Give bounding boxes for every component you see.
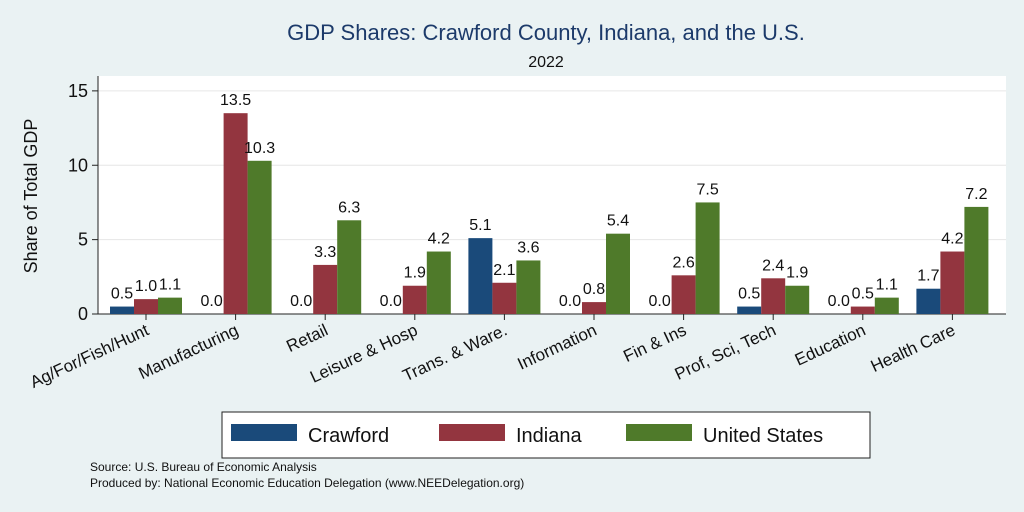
- bar-united-states: [964, 206, 989, 314]
- data-label: 6.3: [338, 199, 360, 216]
- data-label: 0.5: [738, 286, 760, 303]
- legend-swatch: [626, 424, 692, 441]
- category-label: Education: [792, 320, 869, 369]
- bar-united-states: [516, 260, 541, 314]
- bar-crawford: [737, 306, 762, 314]
- data-label: 0.5: [111, 286, 133, 303]
- data-label: 1.0: [135, 278, 157, 295]
- chart-title: GDP Shares: Crawford County, Indiana, an…: [287, 20, 805, 45]
- data-label: 4.2: [428, 231, 450, 248]
- legend-box: [221, 411, 871, 459]
- bar-indiana: [492, 282, 517, 314]
- y-axis-label: Share of Total GDP: [21, 119, 41, 274]
- data-label: 7.2: [965, 186, 987, 203]
- bar-indiana: [582, 302, 606, 314]
- bar-indiana: [223, 113, 248, 314]
- bar-united-states: [874, 297, 899, 314]
- data-label: 0.0: [200, 293, 222, 310]
- bar-crawford: [916, 288, 941, 314]
- data-label: 0.0: [828, 293, 850, 310]
- bar-united-states: [785, 285, 810, 314]
- bar-united-states: [158, 297, 182, 314]
- bar-indiana: [313, 264, 338, 314]
- legend-swatch: [439, 424, 505, 441]
- data-label: 0.0: [648, 293, 670, 310]
- y-tick-label: 15: [68, 81, 88, 101]
- bar-united-states: [695, 202, 720, 314]
- bar-united-states: [247, 160, 272, 314]
- legend: Crawford Indiana United States: [221, 411, 871, 459]
- y-tick-label: 5: [78, 230, 88, 250]
- y-ticks: 0 5 10 15: [68, 81, 98, 324]
- data-label: 5.4: [607, 213, 629, 230]
- y-tick-label: 0: [78, 304, 88, 324]
- y-tick-label: 10: [68, 155, 88, 175]
- data-label: 0.0: [559, 293, 581, 310]
- legend-swatch: [231, 424, 297, 441]
- data-label: 1.9: [786, 265, 808, 282]
- legend-item: United States: [626, 424, 823, 447]
- bar-indiana: [761, 278, 786, 314]
- data-label: 2.6: [672, 254, 694, 271]
- category-label: Manufacturing: [136, 320, 242, 383]
- category-label: Prof, Sci, Tech: [672, 320, 779, 383]
- data-label: 7.5: [696, 181, 718, 198]
- data-label: 0.5: [852, 286, 874, 303]
- bar-indiana: [850, 306, 875, 314]
- data-label: 0.0: [290, 293, 312, 310]
- data-label: 10.3: [244, 140, 275, 157]
- data-labels: 0.5 1.0 1.10.013.510.30.03.36.30.01.94.25.…: [111, 92, 988, 310]
- data-label: 1.7: [917, 268, 939, 285]
- bar-united-states: [606, 233, 630, 314]
- bar-crawford: [110, 306, 134, 314]
- bars: [110, 113, 989, 314]
- bar-indiana: [402, 285, 427, 314]
- data-label: 3.3: [314, 244, 336, 261]
- bar-indiana: [671, 275, 696, 314]
- legend-label: Indiana: [516, 425, 582, 447]
- category-label: Health Care: [868, 320, 958, 376]
- legend-item: Crawford: [231, 424, 389, 447]
- data-label: 0.8: [583, 281, 605, 298]
- data-label: 2.1: [493, 262, 515, 279]
- data-label: 13.5: [220, 92, 251, 109]
- data-label: 2.4: [762, 257, 784, 274]
- bar-indiana: [940, 251, 965, 314]
- data-label: 1.1: [876, 277, 898, 294]
- bar-indiana: [134, 299, 158, 314]
- legend-label: Crawford: [308, 425, 389, 447]
- legend-item: Indiana: [439, 424, 582, 447]
- bar-united-states: [337, 220, 362, 314]
- category-label: Retail: [283, 320, 330, 356]
- chart-subtitle: 2022: [528, 54, 564, 71]
- category-label: Fin & Ins: [620, 320, 689, 366]
- data-label: 3.6: [517, 239, 539, 256]
- category-label: Information: [515, 320, 600, 373]
- producer-note: Produced by: National Economic Education…: [90, 476, 524, 490]
- data-label: 0.0: [380, 293, 402, 310]
- data-label: 1.9: [404, 265, 426, 282]
- data-label: 1.1: [159, 277, 181, 294]
- legend-label: United States: [703, 425, 823, 447]
- source-note: Source: U.S. Bureau of Economic Analysis: [90, 460, 317, 474]
- bar-crawford: [468, 238, 493, 314]
- data-label: 5.1: [469, 217, 491, 234]
- data-label: 4.2: [941, 231, 963, 248]
- bar-united-states: [426, 251, 451, 314]
- category-label: Ag/For/Fish/Hunt: [27, 320, 152, 392]
